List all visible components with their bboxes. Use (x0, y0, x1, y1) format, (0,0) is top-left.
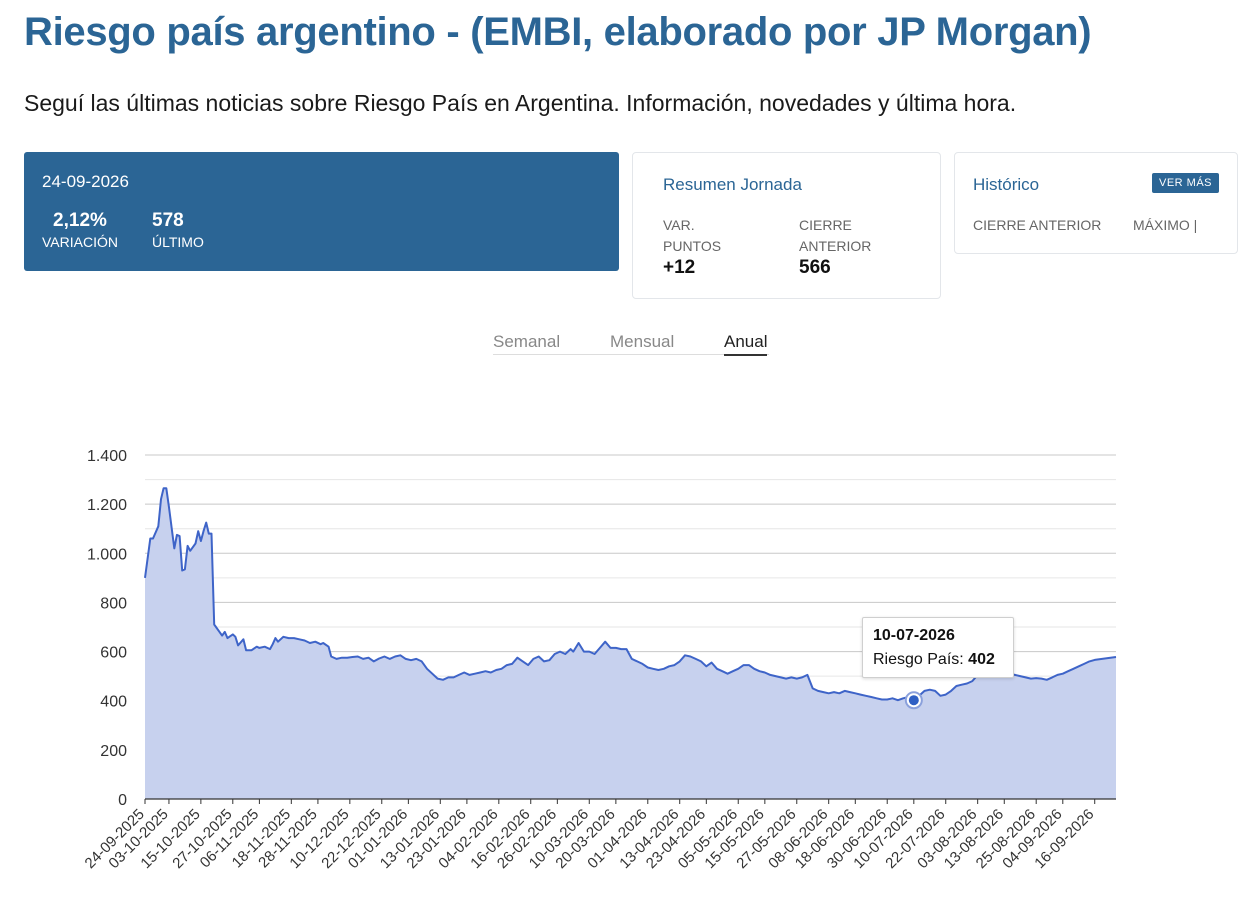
tab-anual[interactable]: Anual (724, 332, 768, 356)
tooltip-row: Riesgo País: 402 (873, 651, 1003, 669)
y-tick-label: 600 (100, 645, 127, 662)
tooltip-arrow (924, 677, 942, 688)
variation-label: Variación (42, 234, 118, 250)
highlight-point (908, 695, 919, 706)
hist-prev-close-label: Cierre Anterior (973, 217, 1102, 233)
prev-close-label-line2: Anterior (799, 238, 872, 254)
hist-max-label: Máximo | (1133, 217, 1198, 233)
tooltip-date: 10-07-2026 (873, 627, 955, 644)
var-points-value: +12 (663, 257, 696, 278)
prev-close-label: Cierre Anterior (799, 215, 871, 257)
tab-semanal[interactable]: Semanal (493, 332, 561, 351)
variation-metric: 2,12% Variación (42, 210, 118, 250)
tab-mensual[interactable]: Mensual (610, 332, 675, 351)
historico-card: Histórico VER MÁS Cierre Anterior Máximo… (954, 152, 1238, 254)
series-area (145, 488, 1116, 799)
page-subtitle: Seguí las últimas noticias sobre Riesgo … (24, 90, 1017, 116)
summary-date: 24-09-2026 (42, 172, 129, 191)
ver-mas-button[interactable]: VER MÁS (1151, 173, 1219, 193)
period-tabs: Semanal Mensual Anual (493, 330, 769, 356)
y-tick-label: 1.200 (87, 497, 127, 514)
chart-tooltip: 10-07-2026 Riesgo País: 402 (862, 617, 1014, 678)
var-points-label-line1: Var. (663, 217, 695, 233)
var-points-label-line2: Puntos (663, 238, 722, 254)
summary-card-main: 24-09-2026 2,12% Variación 578 Último (24, 152, 619, 271)
prev-close-value: 566 (799, 257, 831, 278)
last-value: 578 (152, 210, 184, 231)
last-label: Último (152, 234, 204, 250)
y-tick-label: 400 (100, 694, 127, 711)
variation-value: 2,12% (53, 210, 107, 231)
tooltip-series-label: Riesgo País: (873, 651, 964, 668)
y-tick-label: 200 (100, 743, 127, 760)
prev-close-label-line1: Cierre (799, 217, 852, 233)
y-tick-label: 1.000 (87, 546, 127, 563)
tooltip-value: 402 (968, 651, 995, 668)
risk-chart: 02004006008001.0001.2001.40024-09-202503… (82, 448, 1117, 872)
var-points-label: Var. Puntos (663, 215, 721, 257)
last-metric: 578 Último (152, 210, 204, 250)
y-tick-label: 0 (118, 792, 127, 809)
resumen-title: Resumen Jornada (663, 175, 802, 194)
y-tick-label: 1.400 (87, 448, 127, 465)
page-title: Riesgo país argentino - (EMBI, elaborado… (24, 10, 1092, 54)
historico-title: Histórico (973, 175, 1040, 194)
series-line (144, 487, 1117, 702)
resumen-card: Resumen Jornada Var. Puntos +12 Cierre A… (632, 152, 941, 299)
y-tick-label: 800 (100, 595, 127, 612)
